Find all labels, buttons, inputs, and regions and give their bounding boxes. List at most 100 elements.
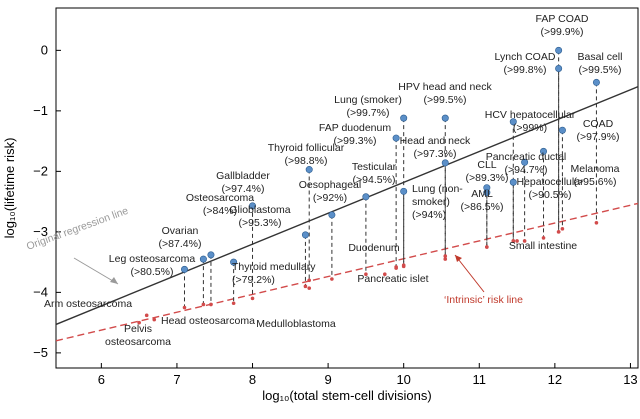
point-label-fap-duodenum-99-3: FAP duodenum (>99.3%) bbox=[319, 122, 391, 147]
point-label-line: (>94.7%) bbox=[505, 164, 548, 176]
point-label-hcv-hepatocellular-99: HCV hepatocellular (>99%) bbox=[485, 109, 576, 134]
point-label-line: AML bbox=[471, 188, 493, 200]
point-label-line: (>92%) bbox=[313, 192, 347, 204]
point-label-line: HCV hepatocellular bbox=[485, 109, 576, 121]
x-tick-label: 8 bbox=[249, 372, 256, 387]
point-leg-osteosarcoma-80-5 bbox=[180, 265, 188, 273]
point-fap-duodenum-99-3 bbox=[392, 134, 400, 142]
point-label-coad-97-9: COAD (>97.9%) bbox=[577, 118, 620, 143]
intrinsic-point-arm-osteosarcoma bbox=[144, 313, 149, 318]
point-melanoma-95-6 bbox=[540, 147, 548, 155]
point-label-line: Melanoma bbox=[570, 163, 619, 175]
point-label-line: Medulloblastoma bbox=[256, 318, 336, 330]
point-label-lung-non-smoker-94: Lung (non-smoker) (>94%) bbox=[412, 183, 463, 221]
x-tick-label: 13 bbox=[623, 372, 637, 387]
y-tick-label: −1 bbox=[33, 103, 48, 118]
x-tick-label: 6 bbox=[98, 372, 105, 387]
point-label-head-and-neck-97-3: Head and neck (>97.3%) bbox=[400, 135, 471, 160]
intrinsic-point-lynch-coad-99-8 bbox=[556, 230, 561, 234]
intrinsic-point-oesophageal-92 bbox=[330, 277, 334, 281]
point-basal-cell-99-5 bbox=[592, 78, 600, 86]
point-label-osteosarcoma-84: Osteosarcoma (>84%) bbox=[186, 192, 254, 217]
x-tick-label: 12 bbox=[548, 372, 562, 387]
point-label-basal-cell-99-5: Basal cell (>99.5%) bbox=[578, 51, 623, 76]
point-label-line: Arm osteosarcoma bbox=[44, 298, 132, 310]
point-label-line: (>97.9%) bbox=[577, 131, 620, 143]
point-label-line: Leg osteosarcoma bbox=[109, 253, 196, 265]
point-label-line: Pancreatic ductal bbox=[486, 151, 567, 163]
point-label-line: (>87.4%) bbox=[159, 238, 202, 250]
point-label-oesophageal-92: Oesophageal (>92%) bbox=[299, 179, 361, 204]
point-osteosarcoma-84 bbox=[207, 251, 215, 259]
point-aml-86-5 bbox=[483, 189, 491, 197]
point-label-duodenum: Duodenum bbox=[348, 242, 400, 254]
point-label-line: Pancreatic islet bbox=[357, 273, 428, 285]
annotation-arrowhead-original bbox=[110, 277, 118, 284]
point-lung-non-smoker-94 bbox=[400, 187, 408, 195]
annotation-arrow-original bbox=[73, 257, 119, 285]
point-head-and-neck-97-3 bbox=[441, 159, 449, 167]
point-label-line: Basal cell bbox=[578, 51, 623, 63]
intrinsic-point-thyroid-medullary-79-2 bbox=[231, 301, 236, 306]
point-label-fap-coad-99-9: FAP COAD (>99.9%) bbox=[536, 13, 589, 38]
intrinsic-point-gallbladder-97-4 bbox=[250, 296, 255, 301]
point-label-glioblastoma-95-3: Glioblastoma (>95.3%) bbox=[229, 204, 290, 229]
intrinsic-point-melanoma-95-6 bbox=[541, 236, 546, 240]
point-label-line: (>99.8%) bbox=[504, 64, 547, 76]
point-label-line: (>98.8%) bbox=[285, 155, 328, 167]
intrinsic-point-thyroid-follicular-98-8 bbox=[307, 278, 312, 283]
point-gallbladder-97-4 bbox=[249, 202, 257, 210]
point-label-line: smoker) bbox=[412, 196, 450, 208]
point-fap-coad-99-9 bbox=[555, 46, 563, 54]
x-tick-label: 11 bbox=[473, 372, 487, 387]
intrinsic-point-head-and-neck-97-3 bbox=[443, 257, 448, 261]
point-label-head-osteosarcoma: Head osteosarcoma bbox=[161, 315, 255, 327]
y-tick-label: −4 bbox=[33, 284, 48, 299]
point-label-line: FAP COAD bbox=[536, 13, 589, 25]
point-label-line: Head osteosarcoma bbox=[161, 315, 255, 327]
intrinsic-point-ovarian-87-4 bbox=[201, 302, 206, 307]
point-label-line: (>97.4%) bbox=[222, 183, 265, 195]
point-label-thyroid-medullary-79-2: Thyroid medullary (>79.2%) bbox=[232, 261, 316, 286]
point-lynch-coad-99-8 bbox=[555, 65, 563, 73]
point-label-line: (>89.3%) bbox=[466, 172, 509, 184]
point-label-cll-89-3: CLL (>89.3%) bbox=[466, 159, 509, 184]
point-label-line: (>94.5%) bbox=[353, 174, 396, 186]
point-label-line: Pelvis bbox=[124, 323, 152, 335]
point-label-pancreatic-islet: Pancreatic islet bbox=[357, 273, 428, 285]
point-ovarian-87-4 bbox=[199, 255, 207, 263]
point-lung-smoker-99-7 bbox=[400, 114, 408, 122]
intrinsic-point-aml-86-5 bbox=[485, 245, 489, 249]
x-tick-label: 10 bbox=[396, 372, 410, 387]
point-label-line: Lung (smoker) bbox=[334, 94, 402, 106]
intrinsic-point-hpv-head-and-neck-99-5 bbox=[443, 254, 448, 258]
axis-ticks: 6 7 8 9 10 11 12 13 0 −1 −2 −3 −4 −5 bbox=[33, 42, 638, 387]
point-label-small-intestine: Small intestine bbox=[509, 240, 577, 252]
intrinsic-point-small-intestine bbox=[515, 239, 519, 243]
point-label-leg-osteosarcoma-80-5: Leg osteosarcoma (>80.5%) bbox=[109, 253, 196, 278]
point-label-aml-86-5: AML (>86.5%) bbox=[461, 188, 504, 213]
annotation-arrowhead-intrinsic bbox=[455, 255, 462, 262]
point-label-testicular-94-5: Testicular (>94.5%) bbox=[352, 161, 397, 186]
y-tick-label: 0 bbox=[41, 42, 48, 57]
point-label-line: FAP duodenum bbox=[319, 122, 391, 134]
intrinsic-point-pelvis-osteosarcoma bbox=[137, 320, 141, 325]
annotation-intrinsic: ‘Intrinsic’ risk line bbox=[444, 294, 523, 306]
annotation-arrow-intrinsic bbox=[454, 254, 485, 293]
intrinsic-line bbox=[55, 202, 639, 342]
y-tick-label: −3 bbox=[33, 224, 48, 239]
intrinsic-point-pancreatic-ductal-94-7 bbox=[522, 239, 527, 243]
point-label-line: Ovarian bbox=[162, 225, 199, 237]
point-label-line: (>79.2%) bbox=[232, 274, 275, 286]
point-thyroid-medullary-79-2 bbox=[230, 258, 238, 266]
regression-line bbox=[55, 86, 639, 326]
point-label-line: (>99.5%) bbox=[424, 94, 467, 106]
point-label-line: (>86.5%) bbox=[461, 201, 504, 213]
point-label-line: (>84%) bbox=[203, 205, 237, 217]
plot-frame bbox=[55, 7, 639, 369]
trend-lines bbox=[55, 86, 639, 342]
point-label-line: (>99.9%) bbox=[541, 26, 584, 38]
intrinsic-point-testicular-94-5 bbox=[364, 272, 368, 277]
point-thyroid-follicular-98-8 bbox=[305, 166, 313, 174]
